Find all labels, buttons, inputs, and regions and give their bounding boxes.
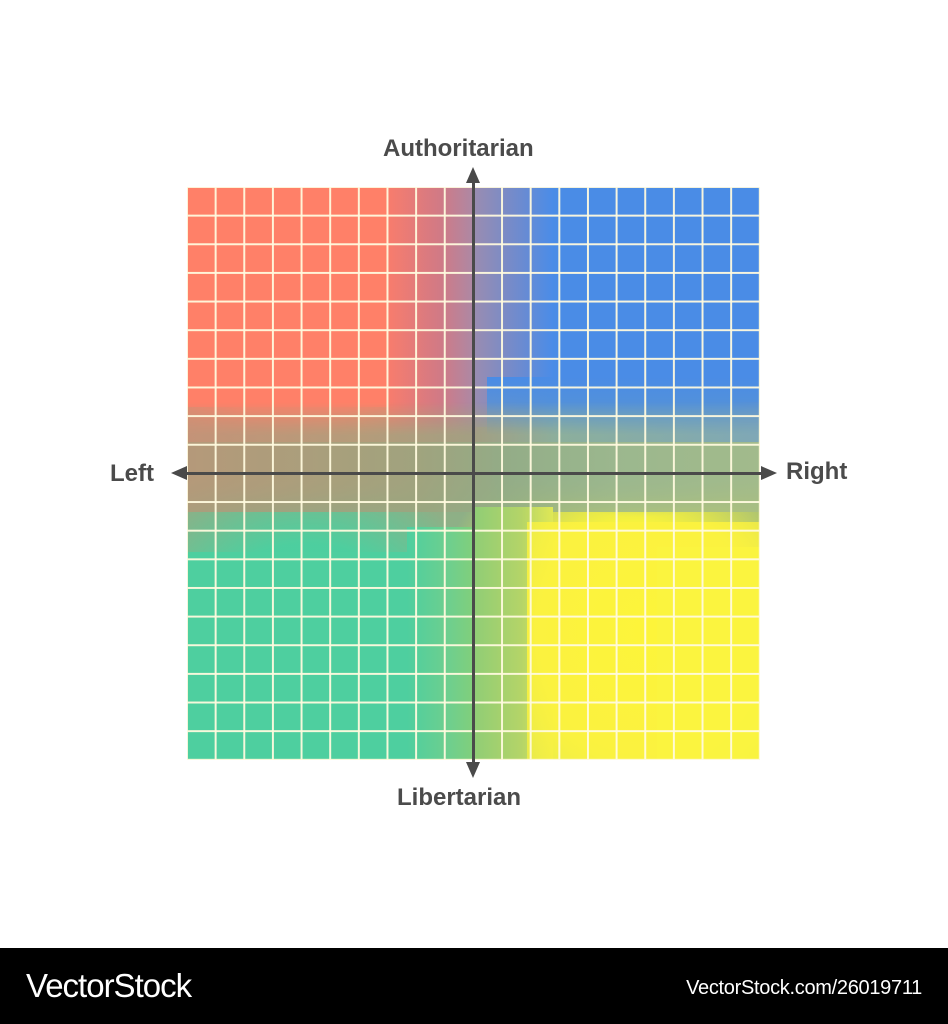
axis-label-right: Right — [786, 458, 848, 485]
diagram-canvas: Authoritarian Libertarian Left Right — [110, 135, 848, 811]
image-url: VectorStock.com/26019711 — [686, 977, 922, 999]
arrow-right-icon — [761, 466, 777, 480]
watermark-footer: VectorStock VectorStock.com/26019711 — [0, 948, 948, 1024]
arrow-down-icon — [466, 762, 480, 778]
brand-logo: VectorStock — [26, 967, 192, 1004]
vertical-axis — [472, 176, 475, 768]
arrow-left-icon — [171, 466, 187, 480]
arrow-up-icon — [466, 167, 480, 183]
axis-label-libertarian: Libertarian — [397, 784, 522, 811]
axis-label-left: Left — [110, 460, 154, 487]
axis-label-authoritarian: Authoritarian — [383, 135, 534, 162]
horizontal-axis — [180, 472, 762, 475]
